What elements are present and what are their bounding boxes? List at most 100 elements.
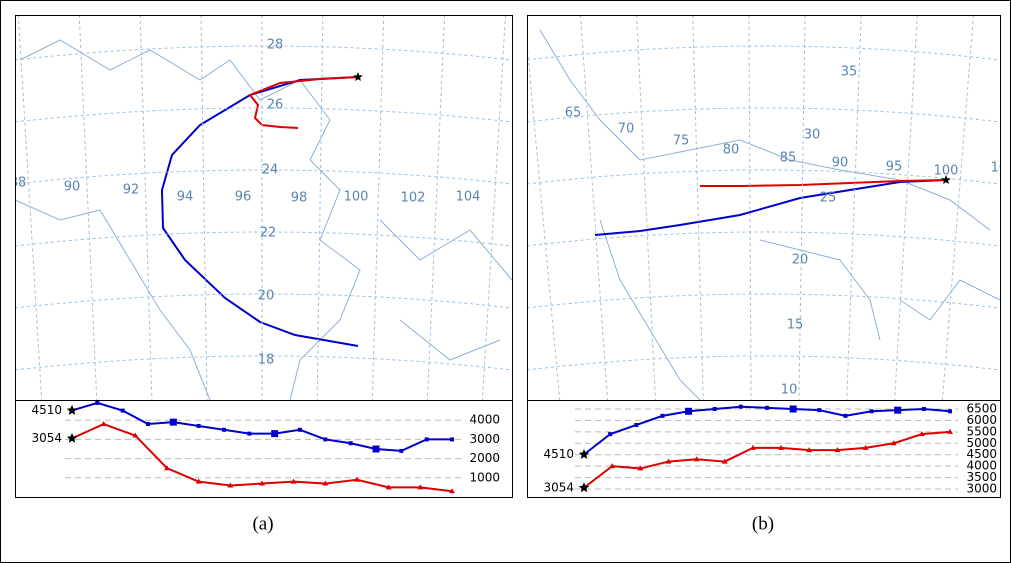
trajectory <box>248 76 359 129</box>
y-tick-label: 6000 <box>966 413 997 427</box>
lat-label: 15 <box>787 318 804 333</box>
graticule <box>200 15 208 400</box>
start-height: 3054 <box>31 431 62 445</box>
graticule <box>798 15 806 400</box>
graticule <box>15 231 512 247</box>
lat-label: 35 <box>841 65 858 80</box>
point <box>227 482 234 488</box>
lon-label: 88 <box>10 176 27 191</box>
lon-label: 98 <box>291 191 308 206</box>
point <box>721 458 728 464</box>
point <box>862 444 869 450</box>
lon-label: 100 <box>344 190 369 205</box>
lon-label: 85 <box>780 151 797 166</box>
start-star <box>353 72 363 81</box>
graticule <box>941 15 975 400</box>
point <box>247 431 252 436</box>
point <box>450 437 454 442</box>
graticule <box>527 293 1000 309</box>
y-tick-label: 3000 <box>966 482 997 496</box>
point <box>738 404 743 409</box>
graticule <box>748 15 752 400</box>
graticule <box>316 15 324 400</box>
point <box>918 431 925 437</box>
lat-label: 20 <box>792 253 809 268</box>
height-frame <box>15 400 513 498</box>
map-a: 28 26 24 22 20 18 88 90 92 94 96 98 100 102 104 <box>10 15 512 400</box>
start-height: 3054 <box>543 480 574 494</box>
graticule <box>15 107 512 123</box>
start-height: 4510 <box>543 447 574 461</box>
point <box>424 437 429 442</box>
point <box>817 408 822 413</box>
y-tick-label: 4000 <box>469 413 500 427</box>
graticule <box>15 355 512 371</box>
point <box>271 430 279 438</box>
graticule <box>894 15 918 400</box>
point <box>385 484 392 490</box>
point <box>765 405 769 410</box>
lon-label: 95 <box>886 160 903 175</box>
graticule <box>78 15 98 400</box>
point <box>222 427 226 432</box>
graticule <box>15 169 512 185</box>
graticule <box>527 107 1000 123</box>
point <box>637 465 644 471</box>
start-star <box>66 404 78 415</box>
lon-label: 105 <box>991 161 1011 176</box>
point <box>196 423 201 428</box>
lon-label: 104 <box>456 190 481 205</box>
y-tick-label: 3000 <box>469 432 500 446</box>
point <box>894 406 902 414</box>
lon-label: 90 <box>64 180 81 195</box>
y-tick-label: 4500 <box>966 447 997 461</box>
lon-label: 96 <box>235 190 252 205</box>
graticule <box>527 355 1000 371</box>
graticule <box>527 169 1000 185</box>
graticule <box>527 231 1000 247</box>
height-line <box>71 401 452 452</box>
lat-label: 22 <box>260 226 277 241</box>
point <box>693 456 700 462</box>
point <box>921 407 926 411</box>
point <box>298 427 302 432</box>
point <box>789 405 797 413</box>
height-line <box>583 430 951 489</box>
point <box>417 484 424 490</box>
start-star <box>578 449 590 459</box>
start-star <box>66 432 78 443</box>
y-tick-label: 5500 <box>966 424 997 438</box>
lat-label: 26 <box>267 98 284 113</box>
trajectory <box>594 179 947 236</box>
graticule <box>15 45 512 61</box>
lon-label: 100 <box>934 164 959 179</box>
y-tick-label: 2000 <box>469 451 500 465</box>
point <box>712 407 717 411</box>
point <box>843 413 848 418</box>
lon-label: 92 <box>123 183 140 198</box>
point <box>348 441 353 446</box>
point <box>869 409 874 414</box>
caption: (a) <box>252 513 273 534</box>
point <box>834 447 841 453</box>
point <box>685 407 693 415</box>
map-b: 35 30 25 20 15 10 65 70 75 80 85 90 95 100 105 <box>527 15 1011 400</box>
graticule <box>527 45 1000 61</box>
point <box>354 476 360 482</box>
lon-label: 90 <box>832 156 849 171</box>
graticule <box>846 15 862 400</box>
point <box>947 428 953 434</box>
graticule <box>15 293 512 309</box>
caption: (b) <box>752 513 774 534</box>
point <box>132 432 139 438</box>
y-tick-label: 5000 <box>966 436 997 450</box>
point <box>322 480 329 486</box>
point <box>608 432 613 437</box>
start-height: 4510 <box>31 403 62 417</box>
graticule <box>139 15 153 400</box>
coastline <box>539 29 1000 400</box>
point <box>169 418 177 426</box>
coastline <box>15 39 512 400</box>
point <box>948 409 952 414</box>
